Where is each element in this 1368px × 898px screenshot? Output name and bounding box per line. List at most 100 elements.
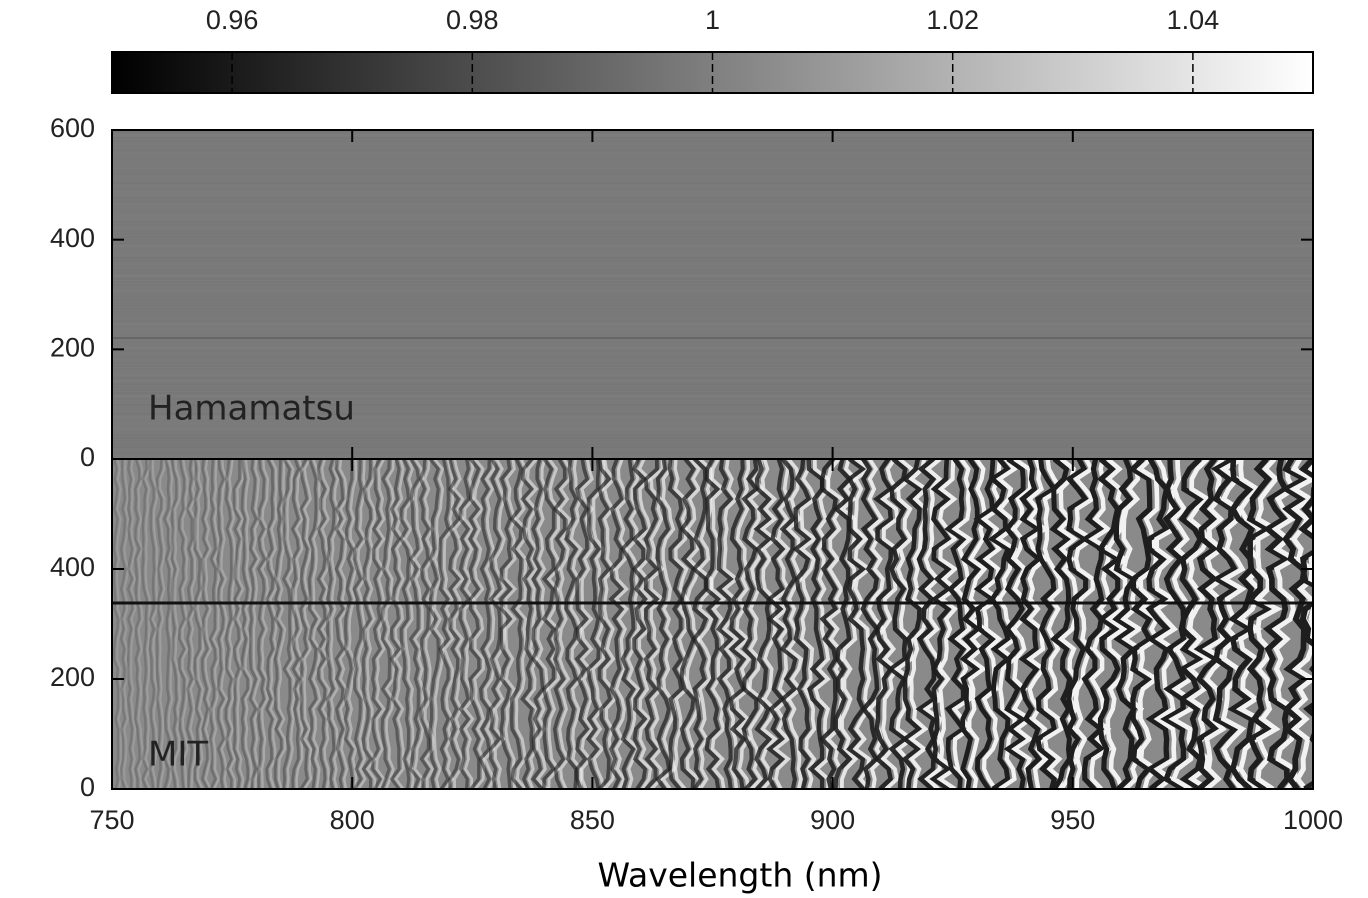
fringe-light xyxy=(260,459,270,789)
fringe-dark xyxy=(1018,459,1043,789)
image-panel xyxy=(112,459,1313,789)
fringe-light xyxy=(320,459,331,789)
fringe-dark xyxy=(352,459,364,789)
y-tick-label: 0 xyxy=(80,772,95,802)
fringe-dark xyxy=(1262,459,1293,789)
fringe-dark xyxy=(1245,459,1276,789)
fringe-dark xyxy=(704,459,722,789)
panel-frame xyxy=(111,458,1314,790)
y-tick-label: 200 xyxy=(50,662,95,692)
fringe-light xyxy=(123,459,130,789)
fringe-light xyxy=(151,459,159,789)
fringe-light xyxy=(1120,459,1145,789)
fringe-dark xyxy=(316,459,327,789)
fringe-dark xyxy=(873,459,894,789)
fringe-dark xyxy=(438,459,451,789)
fringe-light xyxy=(980,459,1003,789)
fringe-dark xyxy=(846,459,867,789)
fringe-dark xyxy=(371,459,382,789)
fringe-dark xyxy=(185,459,194,789)
fringe-light xyxy=(220,459,229,789)
fringe-dark xyxy=(134,459,141,789)
fringe-dark xyxy=(643,459,660,789)
fringe-dark xyxy=(380,459,392,789)
fringe-dark xyxy=(265,459,275,789)
fringe-dark xyxy=(973,459,997,789)
fringe-light xyxy=(613,459,630,789)
fringe-dark xyxy=(915,459,938,789)
fringe-light xyxy=(286,459,295,789)
fringe-dark xyxy=(126,459,134,789)
fringe-light xyxy=(569,459,583,789)
fringe-dark xyxy=(520,459,534,789)
fringe-dark xyxy=(620,459,636,789)
fringe-dark xyxy=(832,459,853,789)
fringe-dark xyxy=(478,459,491,789)
fringe-dark xyxy=(691,459,709,789)
x-tick-label: 850 xyxy=(570,805,615,835)
y-tick-label: 400 xyxy=(50,552,95,582)
fringe-light xyxy=(514,459,528,789)
fringe-dark xyxy=(944,459,967,789)
fringe-light xyxy=(660,459,677,789)
fringe-dark xyxy=(792,459,813,789)
fringe-dark xyxy=(208,459,217,789)
fringe-light xyxy=(130,459,137,789)
fringe-dark xyxy=(232,459,241,789)
fringe-light xyxy=(137,459,144,789)
fringe-light xyxy=(433,459,445,789)
fringe-light xyxy=(212,459,221,789)
fringe-dark xyxy=(1177,459,1206,789)
fringe-light xyxy=(204,459,213,789)
fringe-dark xyxy=(779,459,798,789)
y-tick-label: 200 xyxy=(50,332,95,362)
fringe-dark xyxy=(541,459,556,789)
fringe-light xyxy=(294,459,304,789)
fringe-dark xyxy=(1112,459,1138,789)
fringe-dark xyxy=(334,459,345,789)
fringe-dark xyxy=(119,459,127,789)
fringe-light xyxy=(483,459,496,789)
fringe-light xyxy=(394,459,405,789)
x-tick-label: 950 xyxy=(1050,805,1095,835)
fringe-light xyxy=(236,459,245,789)
colorbar-tick-label: 1 xyxy=(705,5,720,35)
fringe-dark xyxy=(1280,459,1311,789)
fringe-light xyxy=(356,459,368,789)
fringe-dark xyxy=(216,459,225,789)
fringe-dark xyxy=(361,459,373,789)
fringe-dark xyxy=(447,459,461,789)
fringe-dark xyxy=(499,459,513,789)
fringe-light xyxy=(1072,459,1097,789)
fringe-dark xyxy=(200,459,209,789)
fringe-dark xyxy=(597,459,612,789)
fringe-light xyxy=(852,459,873,789)
fringe-dark xyxy=(299,459,309,789)
fringe-dark xyxy=(1298,459,1313,789)
fringe-light xyxy=(347,459,358,789)
fringe-light xyxy=(1136,459,1161,789)
fringe-dark xyxy=(177,459,186,789)
fringe-dark xyxy=(819,459,839,789)
fringe-light xyxy=(798,459,818,789)
fringe-dark xyxy=(428,459,440,789)
annotation: MIT xyxy=(148,735,208,775)
fringe-dark xyxy=(574,459,590,789)
fringe-light xyxy=(365,459,377,789)
fringe-dark xyxy=(753,459,773,789)
fringe-dark xyxy=(631,459,648,789)
fringe-dark xyxy=(886,459,910,789)
fringe-light xyxy=(936,459,959,789)
fringe-dark xyxy=(240,459,250,789)
fringe-light xyxy=(228,459,237,789)
fringe-light xyxy=(312,459,322,789)
fringe-light xyxy=(329,459,340,789)
fringe-dark xyxy=(389,459,401,789)
fringe-dark xyxy=(860,459,880,789)
fringe-light xyxy=(772,459,791,789)
fringe-light xyxy=(196,459,205,789)
y-tick-label: 400 xyxy=(50,223,95,253)
fringe-light xyxy=(747,459,765,789)
